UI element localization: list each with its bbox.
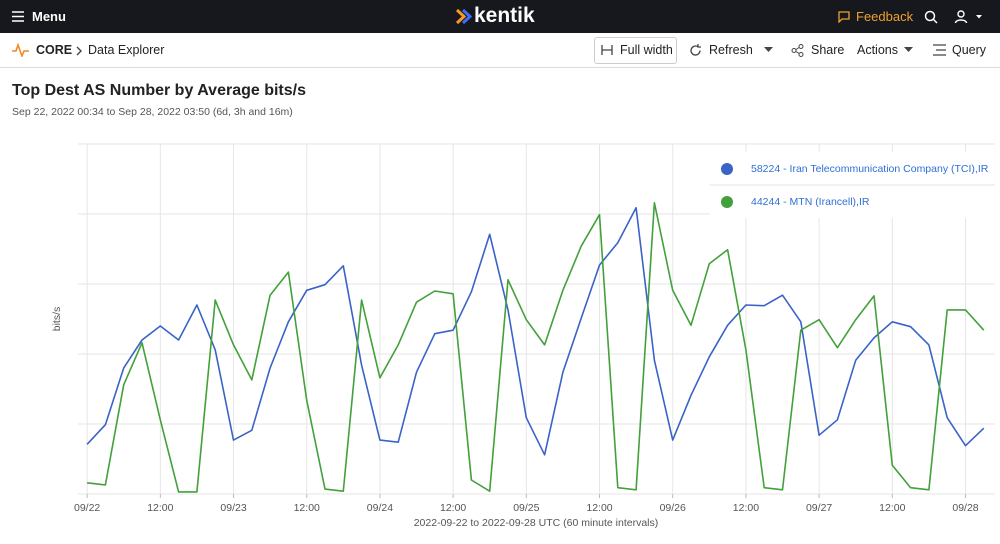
breadcrumb-core[interactable]: CORE: [36, 43, 73, 57]
x-tick-label: 12:00: [147, 502, 173, 514]
x-tick-label: 09/23: [220, 502, 246, 514]
refresh-caret[interactable]: [764, 47, 773, 53]
series-line: [86, 206, 985, 456]
y-axis-label: bits/s: [51, 307, 63, 332]
search-icon[interactable]: [924, 10, 938, 24]
x-tick-label: 09/27: [806, 502, 832, 514]
full-width-button[interactable]: Full width: [594, 37, 677, 64]
chart-title: Top Dest AS Number by Average bits/s: [12, 82, 306, 99]
logo-icon: [455, 8, 472, 25]
actions-caret[interactable]: [904, 47, 913, 53]
logo: kentik: [474, 4, 535, 27]
breadcrumb-chevron: [76, 46, 82, 56]
refresh-button[interactable]: Refresh: [709, 43, 753, 57]
series-line: [87, 202, 985, 493]
x-axis-label: 2022-09-22 to 2022-09-28 UTC (60 minute …: [414, 517, 659, 529]
legend-swatch: [721, 163, 733, 175]
x-tick-label: 12:00: [294, 502, 320, 514]
x-tick-label: 09/25: [513, 502, 539, 514]
query-button[interactable]: Query: [952, 43, 987, 57]
x-tick-label: 09/24: [367, 502, 393, 514]
menu-button[interactable]: Menu: [32, 9, 66, 24]
feedback-button[interactable]: Feedback: [856, 9, 914, 24]
share-button[interactable]: Share: [811, 43, 845, 57]
legend-label: 58224 - Iran Telecommunication Company (…: [751, 163, 989, 175]
x-tick-label: 12:00: [586, 502, 612, 514]
x-tick-label: 09/26: [660, 502, 686, 514]
core-icon: [12, 43, 29, 57]
legend-label: 44244 - MTN (Irancell),IR: [751, 196, 870, 208]
full-width-icon: [601, 45, 613, 55]
x-tick-label: 12:00: [879, 502, 905, 514]
feedback-icon[interactable]: [838, 11, 850, 23]
refresh-icon[interactable]: [689, 44, 702, 57]
x-tick-label: 12:00: [440, 502, 466, 514]
toolbar: CORE Data Explorer Full width Refresh Sh…: [0, 33, 1000, 68]
x-tick-label: 09/22: [74, 502, 100, 514]
top-bar: Menu kentik Feedback: [0, 0, 1000, 33]
chart-subtitle: Sep 22, 2022 00:34 to Sep 28, 2022 03:50…: [12, 106, 293, 118]
legend: 58224 - Iran Telecommunication Company (…: [710, 152, 995, 218]
legend-swatch: [721, 196, 733, 208]
actions-button[interactable]: Actions: [857, 43, 898, 57]
full-width-label: Full width: [620, 43, 673, 57]
user-icon[interactable]: [954, 9, 986, 24]
x-tick-label: 12:00: [733, 502, 759, 514]
x-tick-label: 09/28: [952, 502, 978, 514]
query-icon[interactable]: [933, 44, 946, 56]
share-icon[interactable]: [791, 44, 804, 57]
breadcrumb-page: Data Explorer: [88, 43, 165, 57]
menu-icon[interactable]: [12, 11, 24, 22]
